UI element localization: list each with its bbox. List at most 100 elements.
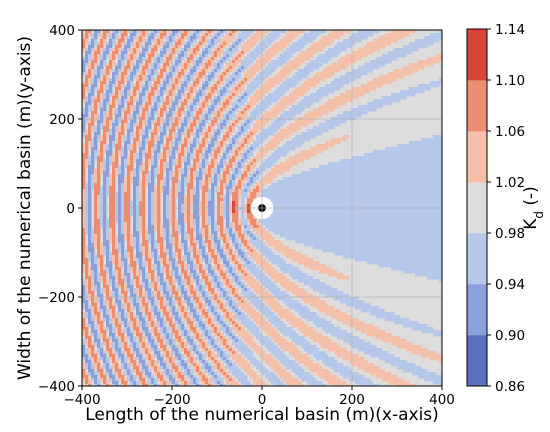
field-cell bbox=[343, 30, 347, 34]
field-cell bbox=[352, 39, 356, 43]
field-cell bbox=[418, 87, 422, 91]
field-cell bbox=[184, 105, 188, 109]
field-cell bbox=[235, 42, 239, 46]
field-cell bbox=[139, 33, 143, 37]
field-cell bbox=[157, 180, 161, 184]
field-cell bbox=[136, 57, 140, 61]
contour-field bbox=[82, 30, 442, 386]
field-cell bbox=[301, 54, 305, 58]
field-cell bbox=[355, 177, 359, 181]
field-cell bbox=[271, 45, 275, 49]
field-cell bbox=[220, 87, 224, 91]
field-cell bbox=[310, 135, 314, 139]
field-cell bbox=[370, 183, 374, 187]
field-cell bbox=[202, 198, 206, 202]
field-cell bbox=[253, 177, 257, 181]
field-cell bbox=[292, 48, 296, 52]
field-cell bbox=[301, 180, 305, 184]
field-cell bbox=[211, 153, 215, 157]
field-cell bbox=[370, 30, 374, 34]
field-cell bbox=[241, 84, 245, 88]
field-cell bbox=[124, 144, 128, 148]
field-cell bbox=[403, 159, 407, 163]
field-cell bbox=[247, 168, 251, 172]
field-cell bbox=[103, 186, 107, 190]
field-cell bbox=[337, 162, 341, 166]
field-cell bbox=[358, 186, 362, 190]
field-cell bbox=[319, 93, 323, 97]
field-cell bbox=[376, 150, 380, 154]
field-cell bbox=[250, 57, 254, 61]
field-cell bbox=[244, 141, 248, 145]
field-cell bbox=[382, 153, 386, 157]
field-cell bbox=[268, 180, 272, 184]
field-cell bbox=[175, 141, 179, 145]
field-cell bbox=[196, 57, 200, 61]
field-cell bbox=[151, 99, 155, 103]
field-cell bbox=[286, 84, 290, 88]
field-cell bbox=[130, 48, 134, 52]
field-cell bbox=[193, 162, 197, 166]
field-cell bbox=[283, 192, 287, 196]
field-cell bbox=[277, 186, 281, 190]
field-cell bbox=[145, 81, 149, 85]
field-cell bbox=[109, 108, 113, 112]
field-cell bbox=[280, 153, 284, 157]
field-cell bbox=[385, 57, 389, 61]
field-cell bbox=[109, 147, 113, 151]
field-cell bbox=[88, 108, 92, 112]
field-cell bbox=[133, 168, 137, 172]
field-cell bbox=[304, 72, 308, 76]
field-cell bbox=[190, 120, 194, 124]
field-cell bbox=[310, 147, 314, 151]
field-cell bbox=[400, 144, 404, 148]
field-cell bbox=[316, 180, 320, 184]
field-cell bbox=[295, 141, 299, 145]
field-cell bbox=[97, 177, 101, 181]
field-cell bbox=[136, 30, 140, 34]
field-cell bbox=[223, 57, 227, 61]
field-cell bbox=[91, 174, 95, 178]
field-cell bbox=[367, 159, 371, 163]
field-cell bbox=[415, 69, 419, 73]
field-cell bbox=[253, 129, 257, 133]
field-cell bbox=[133, 195, 137, 199]
field-cell bbox=[334, 183, 338, 187]
field-cell bbox=[121, 132, 125, 136]
field-cell bbox=[217, 123, 221, 127]
field-cell bbox=[337, 123, 341, 127]
field-cell bbox=[148, 195, 152, 199]
field-cell bbox=[328, 192, 332, 196]
field-cell bbox=[373, 60, 377, 64]
field-cell bbox=[238, 81, 242, 85]
field-cell bbox=[100, 96, 104, 100]
field-cell bbox=[265, 189, 269, 193]
field-cell bbox=[247, 147, 251, 151]
field-cell bbox=[283, 105, 287, 109]
field-cell bbox=[256, 51, 260, 55]
field-cell bbox=[196, 114, 200, 118]
field-cell bbox=[172, 63, 176, 67]
field-cell bbox=[271, 144, 275, 148]
field-cell bbox=[334, 123, 338, 127]
field-cell bbox=[406, 30, 410, 34]
field-cell bbox=[151, 114, 155, 118]
field-cell bbox=[280, 123, 284, 127]
field-cell bbox=[187, 93, 191, 97]
field-cell bbox=[325, 69, 329, 73]
field-cell bbox=[85, 159, 89, 163]
field-cell bbox=[208, 96, 212, 100]
field-cell bbox=[283, 99, 287, 103]
field-cell bbox=[82, 120, 86, 124]
field-cell bbox=[388, 162, 392, 166]
field-cell bbox=[91, 147, 95, 151]
field-cell bbox=[160, 189, 164, 193]
field-cell bbox=[130, 84, 134, 88]
field-cell bbox=[436, 171, 440, 175]
field-cell bbox=[253, 102, 257, 106]
field-cell bbox=[94, 141, 98, 145]
field-cell bbox=[154, 147, 158, 151]
field-cell bbox=[130, 72, 134, 76]
field-cell bbox=[208, 144, 212, 148]
field-cell bbox=[229, 96, 233, 100]
